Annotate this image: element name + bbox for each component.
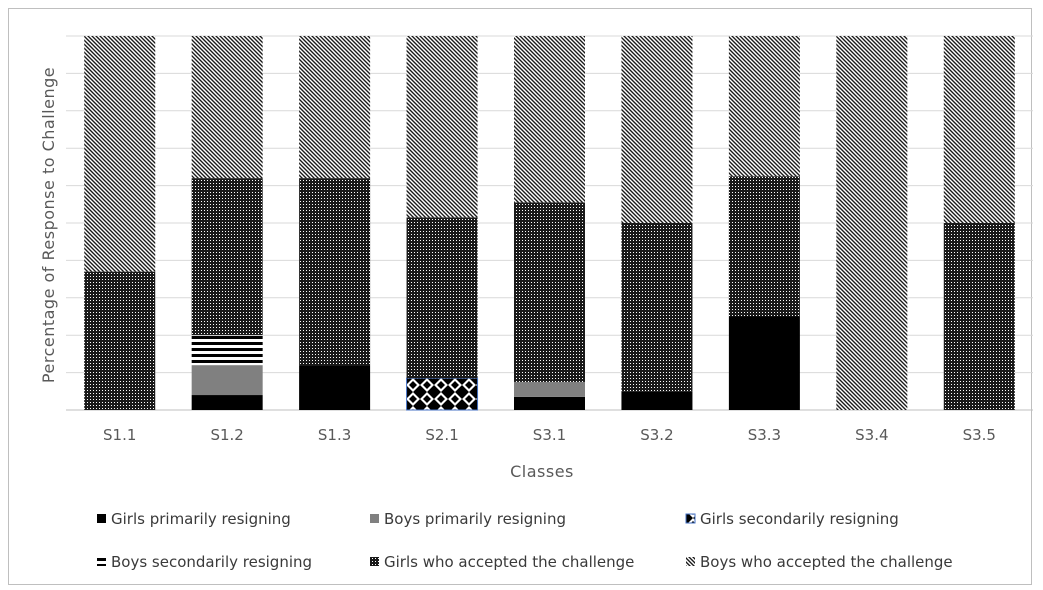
bar-s3-2-boys-who-accepted-the-challenge [621,36,693,223]
chart-frame [8,8,1032,585]
bar-s3-4-boys-who-accepted-the-challenge [836,36,908,410]
bar-s1-1-boys-who-accepted-the-challenge [84,36,156,272]
bar-s3-2-girls-who-accepted-the-challenge [621,223,693,392]
bar-s1-2-boys-who-accepted-the-challenge [191,36,263,179]
bar-s2-1-girls-secondarily-resigning [406,377,479,411]
bar-s1-2-boys-secondarily-resigning [191,335,263,366]
bar-s3-1-boys-primarily-resigning [514,381,585,397]
bar-s1-3-boys-who-accepted-the-challenge [299,36,371,179]
bar-s1-2-boys-primarily-resigning [191,365,263,396]
bar-s1-2-girls-who-accepted-the-challenge [191,178,263,336]
legend-swatch [97,557,106,566]
bar-s3-5-boys-who-accepted-the-challenge [943,36,1015,223]
bar-s2-1-boys-who-accepted-the-challenge [406,36,478,218]
legend-item-girls-who-accepted-the-challenge: Girls who accepted the challenge [370,553,634,571]
legend: Girls primarily resigning Boys primarily … [97,510,953,571]
x-tick-labels: S1.1 S1.2 S1.3 S2.1 S3.1 S3.2 S3.3 S3.4 S3.5 [103,426,996,444]
bar-s3-3-girls-primarily-resigning [728,316,800,410]
legend-swatch [370,557,379,566]
legend-item-boys-primarily-resigning: Boys primarily resigning [370,510,566,528]
y-axis-title: Percentage of Response to Challenge [39,67,58,383]
x-tick-label: S3.4 [855,426,888,444]
legend-swatch [686,557,695,566]
bar-s3-5-girls-who-accepted-the-challenge [943,223,1015,410]
bars [84,36,1015,411]
legend-label: Boys who accepted the challenge [700,553,953,571]
bar-s3-1-girls-primarily-resigning [514,396,585,410]
x-tick-label: S2.1 [425,426,458,444]
x-tick-label: S3.2 [640,426,673,444]
bar-s3-1-boys-who-accepted-the-challenge [514,36,585,203]
legend-label: Boys secondarily resigning [111,553,312,571]
bar-s3-2-girls-primarily-resigning [621,391,693,410]
bar-s1-3-girls-primarily-resigning [299,365,371,410]
legend-swatch [685,513,696,524]
bar-s3-3-girls-who-accepted-the-challenge [728,176,800,317]
legend-label: Boys primarily resigning [384,510,566,528]
x-tick-label: S3.3 [748,426,781,444]
legend-item-girls-primarily-resigning: Girls primarily resigning [97,510,291,528]
x-tick-label: S1.2 [210,426,243,444]
legend-label: Girls primarily resigning [111,510,291,528]
legend-label: Girls secondarily resigning [700,510,899,528]
bar-s3-1-girls-who-accepted-the-challenge [514,202,585,382]
x-tick-label: S3.5 [963,426,996,444]
legend-label: Girls who accepted the challenge [384,553,634,571]
legend-item-boys-who-accepted-the-challenge: Boys who accepted the challenge [686,553,953,571]
bar-s1-2-girls-primarily-resigning [191,395,263,410]
bar-s1-1-girls-who-accepted-the-challenge [84,271,156,410]
legend-swatch [370,514,379,523]
x-tick-label: S1.1 [103,426,136,444]
legend-item-girls-secondarily-resigning: Girls secondarily resigning [685,510,899,528]
legend-item-boys-secondarily-resigning: Boys secondarily resigning [97,553,312,571]
bar-s2-1-girls-who-accepted-the-challenge [406,217,478,379]
x-axis-title: Classes [510,462,574,481]
x-tick-label: S3.1 [533,426,566,444]
bar-s1-3-girls-who-accepted-the-challenge [299,178,371,366]
x-tick-label: S1.3 [318,426,351,444]
bar-s3-3-boys-who-accepted-the-challenge [728,36,800,177]
legend-swatch [97,514,106,523]
